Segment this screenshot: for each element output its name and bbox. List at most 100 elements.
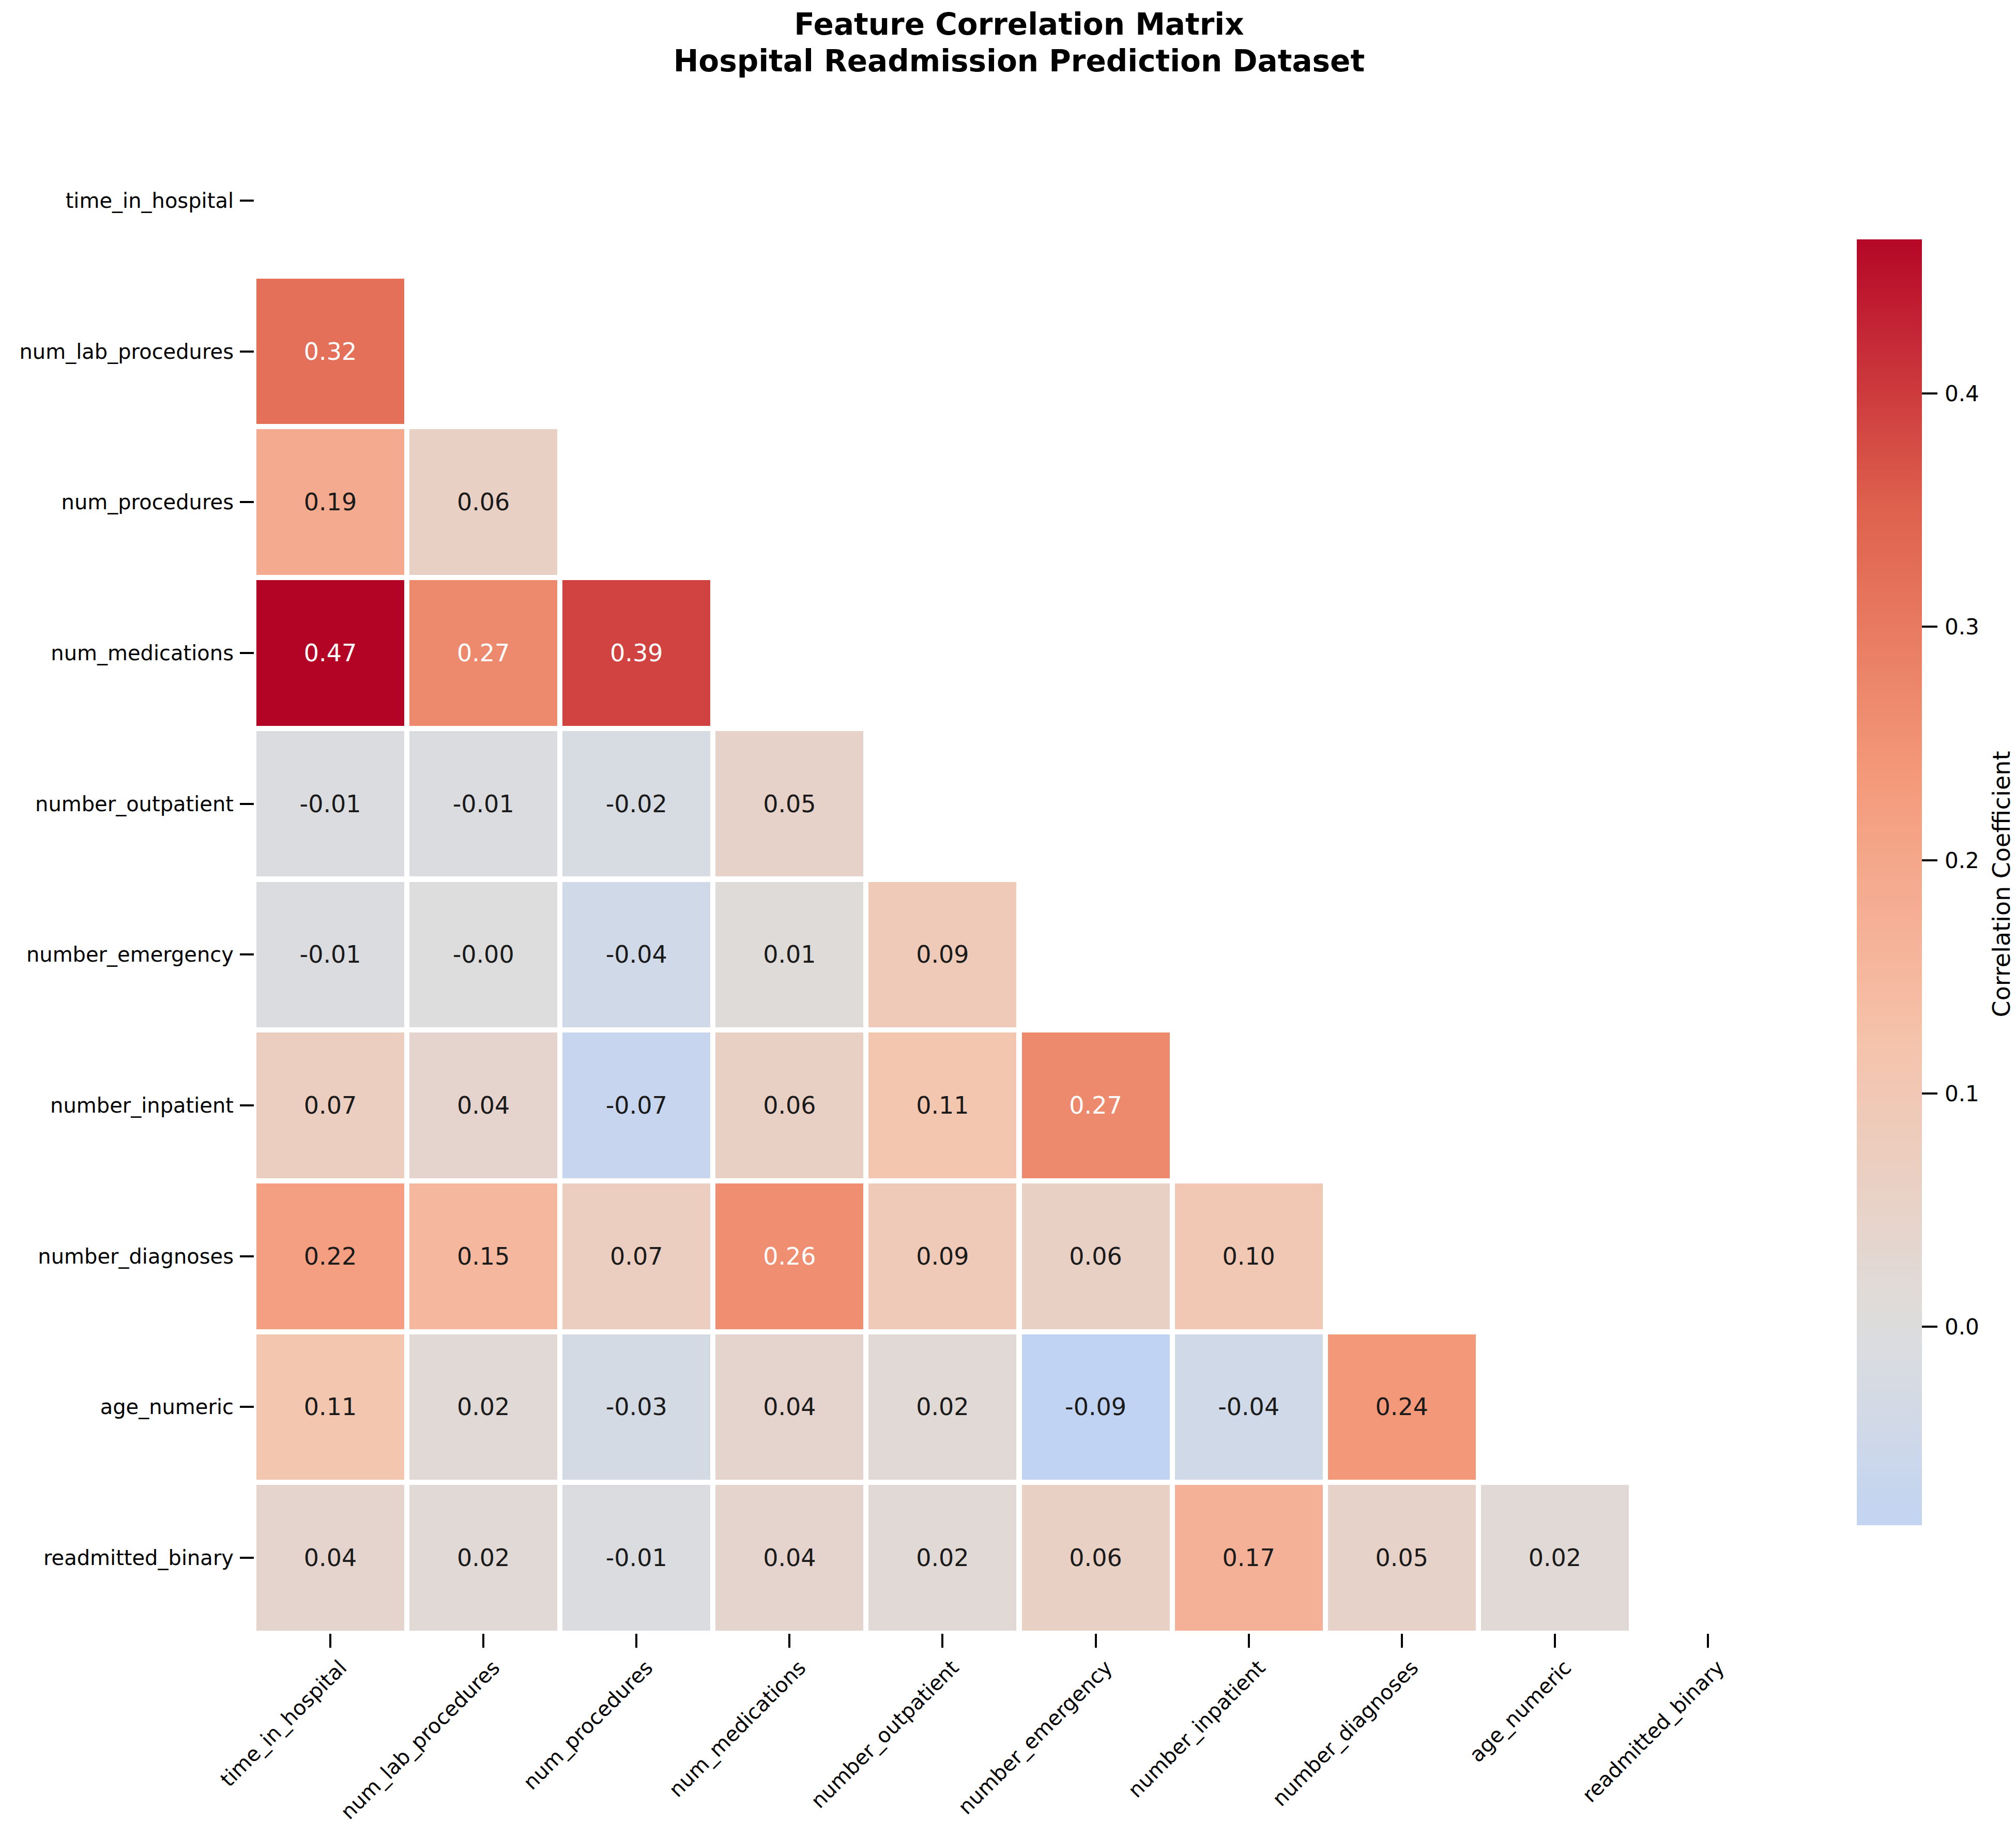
heatmap-cell: 0.15 (407, 1181, 560, 1332)
cell-value: -0.03 (606, 1393, 667, 1421)
chart-title: Feature Correlation Matrix Hospital Read… (254, 6, 1784, 80)
y-axis-label: age_numeric (0, 1395, 234, 1419)
y-axis-tick (240, 953, 254, 955)
colorbar-tick (1922, 392, 1937, 394)
colorbar-tick-label: 0.4 (1945, 381, 1979, 406)
cell-value: 0.05 (763, 790, 816, 818)
cell-value: 0.09 (916, 940, 969, 968)
cell-value: 0.09 (916, 1242, 969, 1270)
cell-value: 0.10 (1222, 1242, 1275, 1270)
cell-value: 0.04 (763, 1544, 816, 1572)
cell-value: 0.22 (304, 1242, 357, 1270)
heatmap-cell: 0.07 (560, 1181, 713, 1332)
heatmap-cell: -0.04 (560, 879, 713, 1030)
x-axis-label: number_emergency (880, 1655, 1117, 1838)
cell-value: -0.01 (300, 790, 361, 818)
heatmap-cell: 0.09 (866, 879, 1019, 1030)
heatmap-cell: 0.05 (1325, 1482, 1478, 1633)
cell-value: 0.02 (457, 1544, 510, 1572)
heatmap-cell: 0.02 (1478, 1482, 1631, 1633)
heatmap-cell: -0.03 (560, 1332, 713, 1483)
cell-value: 0.17 (1222, 1544, 1275, 1572)
cell-value: 0.01 (763, 940, 816, 968)
heatmap-cell: 0.04 (407, 1030, 560, 1181)
chart-title-line1: Feature Correlation Matrix (254, 6, 1784, 43)
colorbar-tick (1922, 859, 1937, 861)
heatmap-cell: 0.19 (254, 427, 407, 578)
cell-value: 0.26 (763, 1242, 816, 1270)
heatmap-cell: 0.39 (560, 578, 713, 728)
chart-title-line2: Hospital Readmission Prediction Dataset (254, 43, 1784, 80)
heatmap-cell: -0.01 (407, 728, 560, 879)
heatmap-cell: 0.04 (254, 1482, 407, 1633)
cell-value: 0.02 (916, 1544, 969, 1572)
cell-value: -0.04 (1218, 1393, 1279, 1421)
heatmap-cell: -0.02 (560, 728, 713, 879)
cell-value: -0.04 (606, 940, 667, 968)
cell-value: 0.07 (610, 1242, 663, 1270)
cell-value: 0.39 (610, 639, 663, 667)
colorbar-tick-label: 0.0 (1945, 1314, 1979, 1340)
cell-value: 0.02 (1529, 1544, 1581, 1572)
y-axis-label: readmitted_binary (0, 1546, 234, 1570)
cell-value: 0.07 (304, 1091, 357, 1119)
y-axis-label: number_diagnoses (0, 1244, 234, 1268)
heatmap-cell: 0.07 (254, 1030, 407, 1181)
x-axis-tick (1554, 1634, 1556, 1648)
y-axis-tick (240, 351, 254, 353)
cell-value: 0.27 (1069, 1091, 1122, 1119)
cell-value: 0.32 (304, 338, 357, 366)
heatmap-cell: 0.06 (713, 1030, 866, 1181)
heatmap-cell: 0.24 (1325, 1332, 1478, 1483)
heatmap-cell: 0.02 (866, 1482, 1019, 1633)
x-axis-tick (329, 1634, 331, 1648)
cell-value: 0.19 (304, 488, 357, 516)
heatmap-cell: 0.10 (1172, 1181, 1325, 1332)
cell-value: -0.02 (606, 790, 667, 818)
x-axis-label: num_lab_procedures (268, 1655, 505, 1838)
x-axis-tick (1248, 1634, 1250, 1648)
heatmap-cell: 0.06 (1019, 1181, 1172, 1332)
colorbar-tick-label: 0.3 (1945, 614, 1979, 640)
cell-value: -0.01 (300, 940, 361, 968)
heatmap-cell: 0.06 (407, 427, 560, 578)
y-axis-label: number_outpatient (0, 792, 234, 816)
y-axis-label: time_in_hospital (0, 189, 234, 212)
cell-value: 0.04 (304, 1544, 357, 1572)
cell-value: 0.04 (457, 1091, 510, 1119)
y-axis-label: num_procedures (0, 490, 234, 514)
heatmap-cell: -0.01 (560, 1482, 713, 1633)
heatmap-cell: 0.04 (713, 1332, 866, 1483)
heatmap-cell: -0.07 (560, 1030, 713, 1181)
x-axis-label: number_diagnoses (1186, 1655, 1423, 1838)
heatmap-cell: 0.02 (407, 1482, 560, 1633)
heatmap-cell: -0.00 (407, 879, 560, 1030)
x-axis-label: number_inpatient (1033, 1655, 1270, 1838)
colorbar-tick-label: 0.1 (1945, 1081, 1979, 1106)
cell-value: 0.02 (916, 1393, 969, 1421)
cell-value: 0.02 (457, 1393, 510, 1421)
cell-value: 0.04 (763, 1393, 816, 1421)
cell-value: 0.06 (457, 488, 510, 516)
cell-value: 0.27 (457, 639, 510, 667)
y-axis-tick (240, 1557, 254, 1559)
heatmap-cell: 0.26 (713, 1181, 866, 1332)
heatmap-cell: 0.47 (254, 578, 407, 728)
heatmap-cell: -0.09 (1019, 1332, 1172, 1483)
x-axis-tick (1095, 1634, 1097, 1648)
correlation-matrix-figure: Feature Correlation Matrix Hospital Read… (0, 0, 2016, 1838)
x-axis-label: number_outpatient (727, 1655, 964, 1838)
y-axis-label: number_inpatient (0, 1093, 234, 1117)
x-axis-label: num_procedures (421, 1655, 658, 1838)
y-axis-label: num_lab_procedures (0, 340, 234, 363)
y-axis-tick (240, 1406, 254, 1408)
heatmap-cell: 0.22 (254, 1181, 407, 1332)
cell-value: 0.11 (304, 1393, 357, 1421)
colorbar-tick (1922, 1092, 1937, 1095)
y-axis-tick (240, 803, 254, 805)
cell-value: -0.01 (453, 790, 514, 818)
heatmap-cell: 0.11 (254, 1332, 407, 1483)
cell-value: 0.05 (1376, 1544, 1428, 1572)
cell-value: -0.09 (1065, 1393, 1126, 1421)
y-axis-tick (240, 501, 254, 503)
